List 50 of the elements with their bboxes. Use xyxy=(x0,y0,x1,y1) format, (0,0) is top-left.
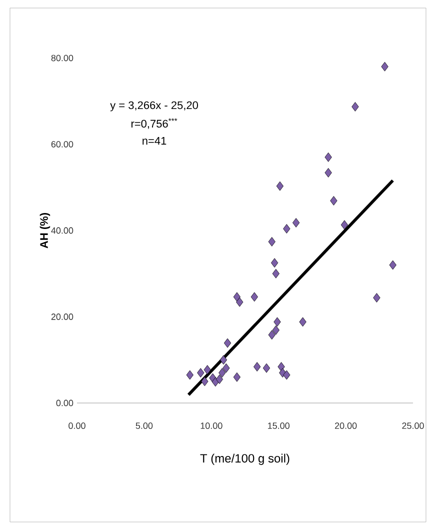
x-tick-label: 15.00 xyxy=(268,422,290,429)
point xyxy=(233,292,241,302)
annotation: y = 3,266x - 25,20 xyxy=(110,101,198,112)
x-tick-label: 20.00 xyxy=(334,422,357,429)
point xyxy=(272,325,280,335)
point xyxy=(197,368,204,378)
point xyxy=(292,218,300,228)
y-tick-label: 80.00 xyxy=(51,54,74,62)
point xyxy=(201,376,208,386)
point xyxy=(272,268,280,278)
point xyxy=(373,293,380,302)
point xyxy=(268,330,276,340)
x-axis-title: T (me/100 g soil) xyxy=(200,454,290,465)
point xyxy=(262,363,270,373)
point xyxy=(274,317,281,327)
point xyxy=(299,317,306,327)
x-tick-label: 0.00 xyxy=(68,422,86,429)
annotation: r=0,756$^{***}$ xyxy=(131,118,178,129)
point xyxy=(381,62,388,72)
y-tick-label: 60.00 xyxy=(51,141,74,148)
point xyxy=(250,292,258,302)
point xyxy=(324,152,332,162)
point xyxy=(270,258,278,268)
point xyxy=(352,102,359,112)
point xyxy=(330,196,338,206)
y-tick-label: 20.00 xyxy=(51,314,74,320)
annotation: n=41 xyxy=(142,137,166,145)
point xyxy=(186,370,194,380)
point xyxy=(218,368,226,378)
point xyxy=(236,297,244,307)
y-axis-title: AH (%) xyxy=(40,213,50,248)
x-tick-label: 25.00 xyxy=(402,422,424,429)
point xyxy=(224,338,232,348)
point xyxy=(254,362,261,372)
point xyxy=(340,220,348,230)
point xyxy=(283,224,290,234)
point xyxy=(324,168,332,178)
point xyxy=(220,355,228,365)
point xyxy=(204,365,211,374)
point xyxy=(283,370,290,380)
point xyxy=(276,181,284,191)
y-tick-label: 0.00 xyxy=(56,400,74,406)
point xyxy=(389,260,396,270)
point xyxy=(216,374,224,384)
x-tick-label: 5.00 xyxy=(136,422,153,429)
x-tick-label: 10.00 xyxy=(200,422,222,429)
point xyxy=(268,237,276,246)
point xyxy=(233,372,241,382)
point xyxy=(222,363,230,373)
y-tick-label: 40.00 xyxy=(51,227,74,234)
